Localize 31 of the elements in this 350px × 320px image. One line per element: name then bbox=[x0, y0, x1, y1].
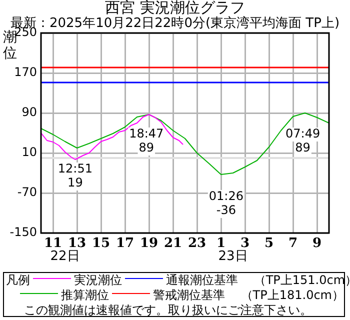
y-tick-label: -70 bbox=[17, 185, 37, 200]
x-tick-label: 7 bbox=[288, 236, 298, 252]
x-tick-label: 9 bbox=[312, 236, 322, 252]
x-tick-label: 11 bbox=[44, 236, 62, 252]
text: 22日 bbox=[50, 248, 80, 264]
y-tick-label: 90 bbox=[22, 105, 37, 120]
legend-label: 実況潮位 bbox=[73, 273, 122, 288]
annotation: 01:26 -36 bbox=[208, 189, 244, 218]
legend-title: 凡例 bbox=[5, 273, 30, 288]
x-tick-label: 19 bbox=[140, 236, 158, 252]
y-axis-title: 潮位 bbox=[3, 30, 17, 62]
annotation: 18:47 89 bbox=[129, 126, 164, 155]
chart-title: 西宮 実況潮位グラフ bbox=[105, 0, 245, 16]
y-tick-label: -150 bbox=[10, 225, 37, 240]
x-tick-label: 21 bbox=[164, 236, 182, 252]
legend-label: 通報潮位基準 （TP上151.0cm） bbox=[165, 273, 350, 288]
x-tick-label: 15 bbox=[92, 236, 110, 252]
annotation: 07:49 89 bbox=[286, 126, 320, 155]
legend-label: 警戒潮位基準 （TP上181.0cm） bbox=[152, 288, 344, 303]
text: この観測値は速報値です。取り扱いにご注意下さい。 bbox=[23, 303, 313, 318]
x-tick-label: 1 bbox=[216, 236, 226, 252]
y-tick-label: 10 bbox=[22, 145, 37, 160]
x-tick-label: 17 bbox=[116, 236, 134, 252]
annotation: 12:51 19 bbox=[58, 162, 92, 190]
legend-label: 推算潮位 bbox=[60, 288, 109, 303]
text: 23日 bbox=[218, 248, 248, 264]
x-tick-label: 5 bbox=[264, 236, 274, 252]
x-tick-label: 3 bbox=[240, 236, 250, 252]
y-tick-label: 170 bbox=[14, 65, 37, 80]
x-tick-label: 23 bbox=[188, 236, 206, 252]
x-tick-label: 13 bbox=[68, 236, 86, 252]
